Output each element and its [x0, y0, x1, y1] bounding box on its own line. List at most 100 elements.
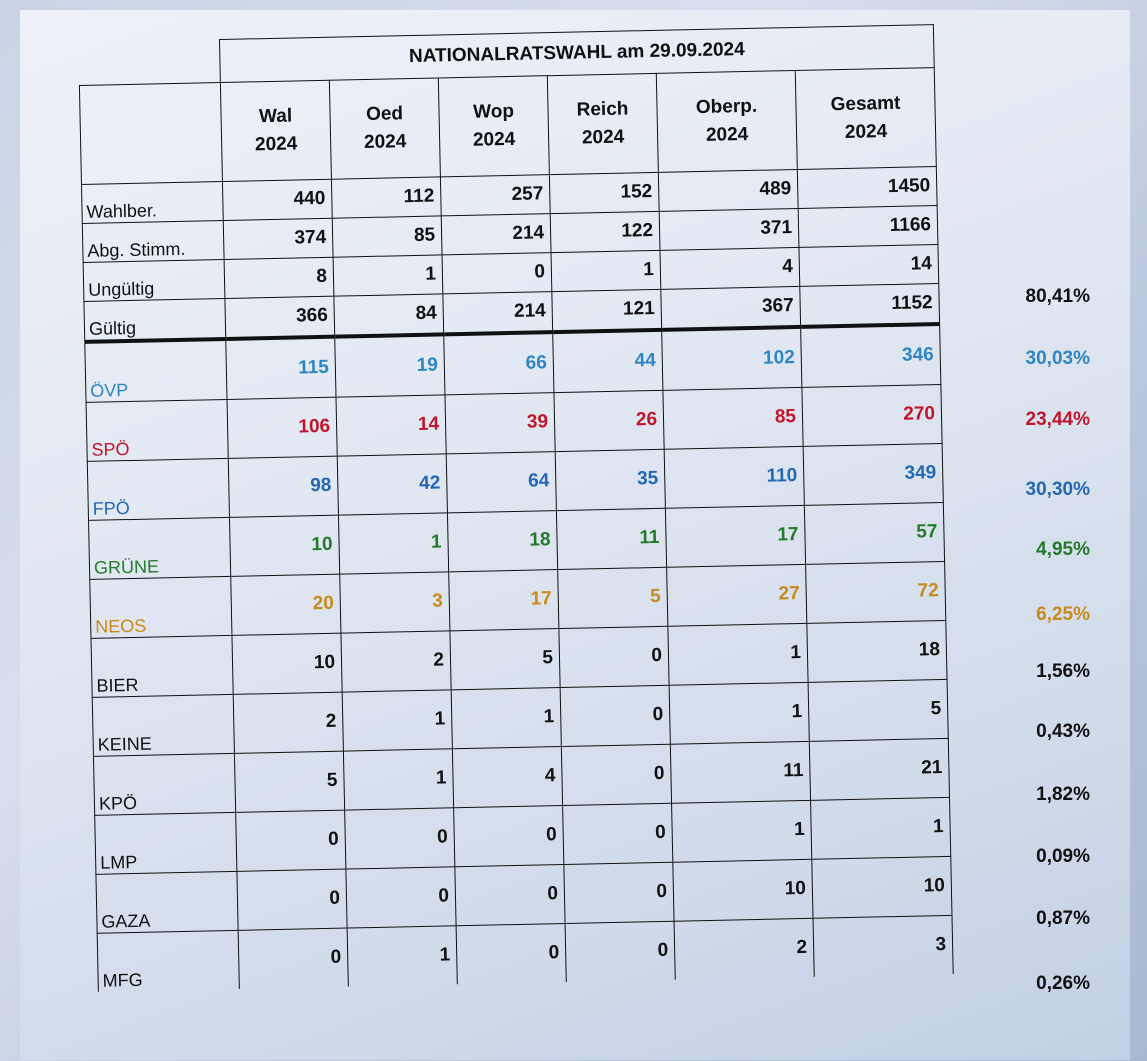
column-name: Wop — [472, 100, 515, 123]
cell-value: 10 — [231, 633, 343, 695]
cell-value: 366 — [224, 296, 335, 339]
cell-value: 112 — [331, 176, 442, 219]
cell-value: 11 — [670, 741, 811, 804]
cell-value: 214 — [441, 213, 552, 255]
column-year: 2024 — [844, 121, 888, 143]
pct-mfg: 0,26% — [1036, 973, 1090, 994]
pct-spoe: 23,44% — [1025, 409, 1090, 430]
column-header-wop: Wop 2024 — [438, 75, 550, 177]
column-year: 2024 — [472, 128, 516, 151]
cell-value: 0 — [560, 685, 671, 747]
column-header-wal: Wal 2024 — [220, 80, 332, 182]
cell-value: 257 — [440, 174, 551, 216]
cell-value: 1 — [667, 623, 809, 686]
cell-value: 1450 — [797, 166, 938, 209]
column-header-gesamt: Gesamt 2024 — [795, 67, 937, 170]
cell-value: 2 — [674, 918, 815, 980]
cell-value: 0 — [558, 626, 670, 688]
cell-value: 214 — [442, 291, 553, 335]
pct-gueltig: 80,41% — [1025, 286, 1090, 307]
cell-value: 10 — [811, 856, 952, 919]
cell-value: 0 — [565, 921, 676, 982]
cell-value: 11 — [556, 508, 667, 570]
row-label: GAZA — [95, 871, 239, 934]
column-year: 2024 — [581, 126, 625, 149]
cell-value: 19 — [334, 334, 445, 398]
row-label: NEOS — [89, 576, 232, 639]
row-label: KEINE — [92, 694, 235, 757]
cell-value: 122 — [550, 211, 660, 253]
cell-value: 270 — [801, 384, 943, 447]
cell-value: 35 — [555, 449, 666, 511]
column-header-oed: Oed 2024 — [329, 77, 441, 180]
row-label: MFG — [97, 930, 240, 992]
column-year: 2024 — [705, 123, 749, 146]
cell-value: 98 — [228, 456, 339, 518]
column-name: Wal — [258, 105, 293, 128]
cell-value: 1 — [338, 512, 449, 575]
cell-value: 489 — [658, 169, 799, 212]
column-header-reich: Reich 2024 — [547, 73, 659, 175]
cell-value: 0 — [235, 810, 346, 872]
cell-value: 2 — [233, 692, 344, 754]
cell-value: 18 — [447, 510, 558, 572]
cell-value: 121 — [551, 289, 662, 333]
cell-value: 110 — [664, 446, 805, 509]
cell-value: 72 — [805, 561, 946, 624]
cell-value: 1152 — [799, 283, 940, 327]
results-table: NATIONALRATSWAHL am 29.09.2024 Wal 2024 O… — [78, 24, 954, 992]
row-label: Ungültig — [83, 259, 225, 302]
cell-value: 1 — [671, 800, 812, 863]
paper-sheet: NATIONALRATSWAHL am 29.09.2024 Wal 2024 O… — [20, 10, 1130, 1060]
row-label: Wahlber. — [81, 181, 224, 224]
column-name: Oberp. — [695, 95, 758, 119]
cell-value: 66 — [443, 332, 554, 395]
cell-value: 0 — [561, 744, 672, 806]
cell-value: 21 — [809, 738, 950, 801]
row-label: GRÜNE — [88, 517, 231, 580]
cell-value: 8 — [224, 257, 334, 299]
row-label: Gültig — [83, 298, 226, 342]
pct-lmp: 0,09% — [1036, 846, 1090, 867]
cell-value: 0 — [562, 803, 673, 865]
cell-value: 1 — [810, 797, 951, 860]
cell-value: 3 — [339, 571, 450, 634]
cell-value: 17 — [665, 505, 806, 568]
pct-gruene: 4,95% — [1036, 539, 1090, 560]
pct-oevp: 30,03% — [1025, 348, 1090, 369]
cell-value: 0 — [563, 862, 675, 924]
cell-value: 0 — [442, 252, 552, 294]
cell-value: 27 — [666, 564, 807, 627]
cell-value: 84 — [333, 293, 444, 337]
cell-value: 0 — [453, 805, 564, 867]
cell-value: 85 — [332, 215, 443, 258]
pct-kpoe: 1,82% — [1036, 784, 1090, 805]
cell-value: 20 — [230, 574, 341, 636]
cell-value: 0 — [236, 869, 348, 931]
cell-value: 2 — [340, 630, 452, 693]
column-year: 2024 — [363, 131, 407, 154]
cell-value: 440 — [222, 179, 333, 221]
row-label: Abg. Stimm. — [82, 220, 225, 263]
cell-value: 5 — [449, 628, 561, 690]
row-label: SPÖ — [86, 399, 229, 462]
column-year: 2024 — [254, 133, 298, 156]
column-name: Oed — [365, 103, 404, 125]
pct-keine: 0,43% — [1036, 721, 1090, 742]
cell-value: 1 — [551, 250, 661, 292]
cell-value: 44 — [552, 329, 663, 393]
cell-value: 0 — [345, 866, 457, 929]
row-label: ÖVP — [84, 338, 228, 403]
row-label: FPÖ — [87, 458, 230, 521]
cell-value: 4 — [659, 247, 800, 290]
cell-value: 26 — [553, 390, 665, 452]
cell-value: 10 — [672, 859, 814, 922]
cell-value: 5 — [808, 679, 949, 742]
cell-value: 374 — [223, 218, 334, 260]
pct-bier: 1,56% — [1036, 661, 1090, 682]
cell-value: 3 — [813, 915, 954, 977]
row-label: LMP — [94, 812, 237, 875]
cell-value: 5 — [234, 751, 345, 813]
cell-value: 17 — [448, 569, 559, 631]
cell-value: 1 — [669, 682, 810, 745]
